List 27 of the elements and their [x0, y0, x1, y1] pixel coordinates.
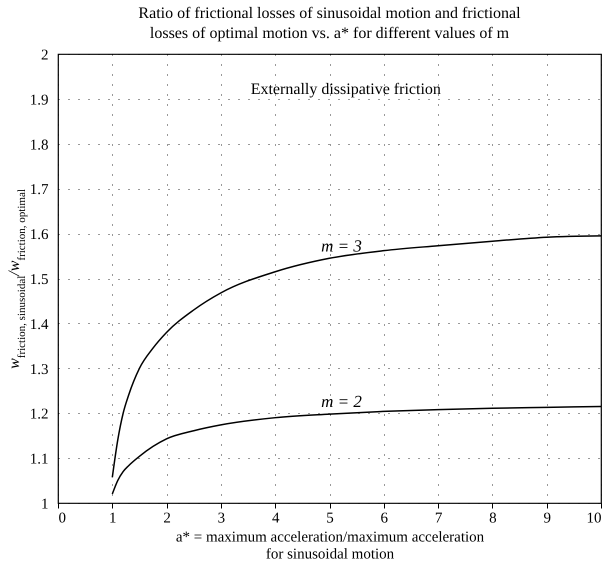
x-tick-label: 8 [489, 510, 497, 526]
y-tick-label: 1.9 [30, 92, 48, 108]
y-tick-label: 1 [41, 496, 48, 512]
x-axis-title: a* = maximum acceleration/maximum acceleration for sinusoidal motion [176, 530, 485, 562]
x-tick-label: 4 [272, 510, 280, 526]
y-tick-label: 1.5 [30, 272, 48, 288]
annotation: Externally dissipative friction [250, 81, 441, 98]
x-tick-label: 1 [109, 510, 117, 526]
series-label: m = 3 [321, 236, 362, 256]
y-tick-label: 1.6 [30, 227, 49, 244]
x-tick-label: 3 [218, 510, 226, 526]
x-tick-label: 10 [586, 510, 602, 526]
x-tick-label: 5 [326, 510, 334, 526]
x-tick-label: 9 [543, 510, 551, 526]
chart-title: Ratio of frictional losses of sinusoidal motion and frictional losses of optimal motion vs. a* for different values of m [138, 5, 522, 42]
y-tick-label: 1.4 [30, 316, 49, 333]
series-label: m = 2 [321, 392, 362, 412]
x-tick-label: 7 [434, 510, 443, 526]
x-tick-label: 2 [163, 510, 171, 526]
y-tick-label: 1.1 [30, 452, 48, 468]
y-tick-label: 1.3 [30, 362, 48, 378]
y-tick-label: 2 [41, 48, 48, 64]
y-tick-label: 1.8 [30, 137, 48, 154]
x-tick-label: 6 [380, 510, 389, 526]
y-tick-label: 1.7 [30, 182, 49, 198]
x-tick-label: 0 [58, 510, 66, 526]
y-tick-label: 1.2 [30, 406, 48, 423]
